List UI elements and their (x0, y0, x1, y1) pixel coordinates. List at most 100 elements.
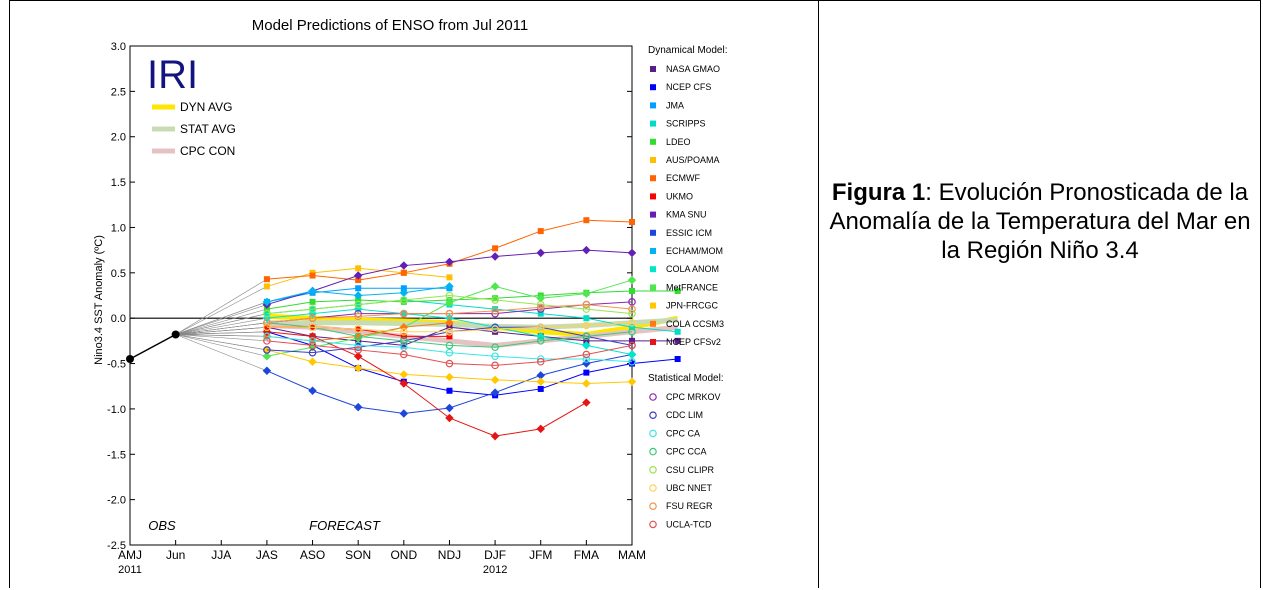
data-point-ncep-cfs (674, 356, 681, 363)
legend-marker-echam-mom (650, 248, 656, 254)
data-point-essic-icm (490, 388, 500, 397)
data-point-ncep-cfs (537, 385, 544, 392)
data-point-ecmwf (309, 272, 316, 279)
x-year-label: 2012 (483, 564, 507, 576)
fan-line (175, 313, 267, 335)
data-point-jpn-frcgc (627, 377, 637, 386)
data-point-essic-icm (353, 402, 363, 412)
data-point-cola-anom (627, 350, 637, 359)
fan-line (175, 304, 268, 335)
series-line-ncep-cfs (266, 331, 678, 396)
data-point-ncep-cfsv2 (353, 352, 363, 361)
data-point-ecmwf (583, 217, 590, 224)
x-tick-label: JAS (256, 548, 278, 562)
figure-caption: Figura 1: Evolución Pronosticada de la A… (820, 178, 1260, 265)
data-point-csu-clipr (582, 305, 591, 313)
legend-label-aus-poama: AUS/POAMA (666, 155, 720, 165)
y-tick-label: 2.5 (111, 86, 126, 98)
data-point-ecmwf (537, 228, 544, 235)
legend-label-kma-snu: KMA SNU (666, 210, 707, 220)
x-tick-label: MAM (618, 548, 646, 562)
data-point-cpc-ca (445, 348, 454, 357)
data-point-jpn-frcgc (490, 375, 500, 385)
data-point-ubc-nnet (628, 318, 636, 327)
legend-marker-ucla-tcd (649, 520, 657, 529)
data-point-fsu-regr (308, 314, 317, 322)
data-point-scripps (492, 306, 499, 313)
y-tick-label: -0.5 (107, 359, 126, 371)
caption-label: Figura 1 (831, 179, 926, 206)
legend-marker-cola-ccsm3 (650, 320, 656, 327)
data-point-ucla-tcd (400, 350, 408, 359)
average-legend: DYN AVG STAT AVG CPC CON (152, 100, 236, 158)
legend-marker-kma-snu (650, 211, 656, 218)
x-tick-label: Jun (166, 548, 185, 562)
legend-label-ldeo: LDEO (666, 137, 691, 147)
data-point-jpn-frcgc (536, 377, 545, 386)
data-point-cpc-cca (354, 332, 362, 341)
y-tick-label: 2.0 (111, 132, 126, 144)
fan-line (175, 317, 267, 335)
legend-marker-cdc-lim (649, 411, 657, 420)
data-point-cola-ccsm3 (445, 318, 454, 327)
x-tick-label: FMA (574, 548, 599, 562)
data-point-scripps (629, 324, 635, 331)
data-point-cpc-cca (491, 343, 499, 352)
data-point-essic-icm (445, 403, 454, 413)
data-point-cpc-cca (628, 327, 636, 336)
average-legend-label: DYN AVG (180, 100, 232, 114)
x-tick-label: SON (345, 548, 371, 562)
legend-dynamical-title: Dynamical Model: (648, 45, 727, 56)
data-point-ldeo (674, 287, 681, 294)
data-point-nasa-gmao (446, 324, 453, 331)
legend-marker-aus-poama (650, 157, 656, 163)
legend-label-fsu-regr: FSU REGR (666, 501, 713, 511)
data-point-cpc-cca (400, 337, 408, 345)
y-axis-label: Nino3.4 SST Anomaly (ºC) (93, 235, 105, 365)
legend-label-ucla-tcd: UCLA-TCD (666, 519, 712, 529)
legend-marker-cpc-ca (649, 429, 657, 438)
legend-label-echam-mom: ECHAM/MOM (666, 246, 723, 256)
data-point-ubc-nnet (308, 323, 317, 332)
observed-line (129, 333, 176, 360)
data-point-ubc-nnet (263, 323, 271, 332)
data-point-metfrance (536, 293, 545, 303)
legend-marker-cola-anom (650, 266, 656, 273)
legend-label-csu-clipr: CSU CLIPR (666, 465, 715, 475)
data-point-csu-clipr (308, 305, 317, 313)
data-point-ecmwf (263, 276, 270, 283)
observed-point (171, 330, 180, 339)
legend-label-essic-icm: ESSIC ICM (666, 228, 712, 238)
data-point-ubc-nnet (536, 323, 545, 332)
legend-label-cpc-cca: CPC CCA (666, 447, 707, 457)
data-point-ecmwf (492, 245, 499, 252)
data-point-csu-clipr (263, 309, 271, 318)
observed-point (126, 355, 134, 364)
data-point-cpc-ca (491, 352, 499, 361)
data-point-ecmwf (400, 269, 407, 276)
legend-label-cdc-lim: CDC LIM (666, 410, 703, 420)
fan-line (175, 334, 267, 357)
data-point-ubc-nnet (400, 327, 408, 336)
data-point-jma (400, 285, 407, 292)
x-tick-label: OND (390, 548, 417, 562)
data-point-kma-snu (627, 248, 637, 258)
fan-line (175, 286, 268, 335)
y-tick-label: -1.0 (107, 404, 126, 416)
data-point-ukmo (446, 333, 453, 340)
legend-marker-ncep-cfs (650, 84, 656, 91)
average-legend-label: CPC CON (180, 144, 235, 158)
data-point-ubc-nnet (582, 321, 591, 330)
data-point-ubc-nnet (491, 325, 499, 333)
legend-marker-nasa-gmao (650, 66, 656, 72)
legend-label-jma: JMA (666, 100, 684, 110)
data-point-ucla-tcd (354, 346, 362, 354)
x-tick-label: JJA (211, 548, 231, 562)
data-point-essic-icm (262, 366, 272, 376)
series-line-cpc-ca (266, 335, 633, 363)
y-tick-label: -2.0 (107, 495, 126, 507)
data-point-echam-mom (262, 297, 272, 307)
data-point-metfrance (627, 275, 637, 285)
x-tick-label: DJF (484, 548, 506, 562)
data-point-cpc-mrkov (628, 298, 636, 306)
